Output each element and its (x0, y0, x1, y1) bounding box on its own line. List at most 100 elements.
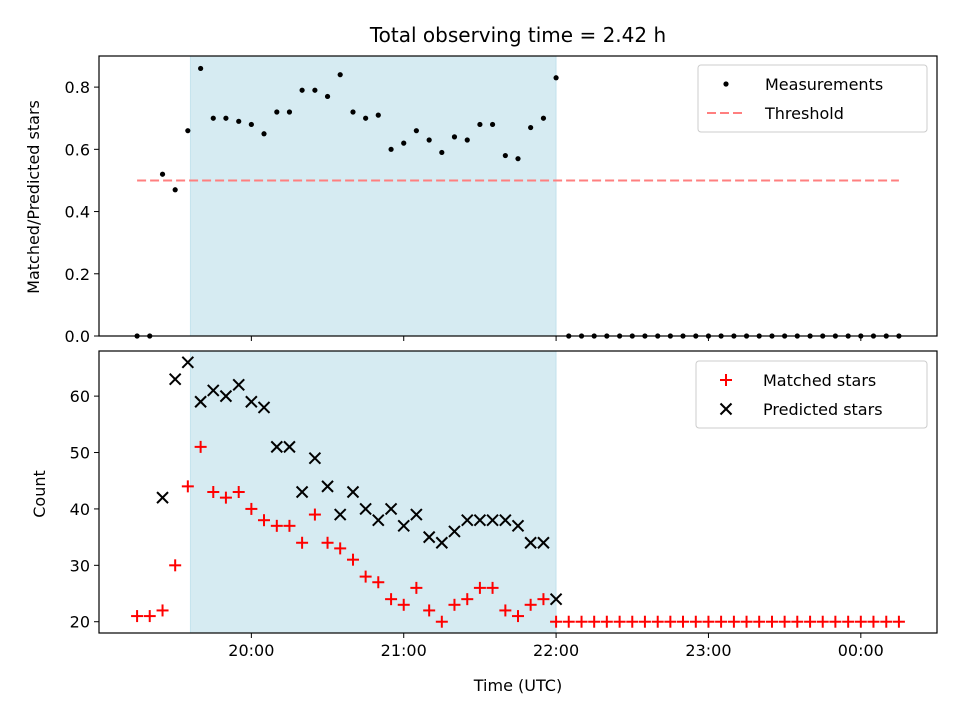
measurement-point (388, 146, 394, 152)
measurement-point (553, 75, 559, 81)
measurement-point (236, 118, 242, 124)
matched-star-point (727, 615, 740, 628)
matched-star-point (283, 519, 296, 532)
measurement-point (159, 171, 166, 177)
predicted-star-point (499, 513, 512, 527)
legend-marker-matched (720, 374, 732, 386)
matched-star-point (397, 598, 410, 611)
x-tick-label: 22:00 (533, 641, 579, 660)
measurement-point (198, 65, 204, 72)
predicted-star-point (359, 502, 372, 516)
matched-star-point (892, 615, 905, 628)
y-tick-label: 50 (70, 444, 90, 463)
predicted-star-point (333, 508, 347, 521)
matched-star-point (715, 615, 728, 628)
matched-star-point (156, 604, 169, 617)
matched-star-point (169, 559, 182, 572)
predicted-star-point (308, 451, 322, 465)
y-tick-label: 0.0 (65, 327, 90, 346)
predicted-star-point (232, 378, 245, 392)
matched-star-point (372, 576, 385, 589)
matched-star-point (512, 610, 524, 623)
legend-marker-predicted (719, 402, 733, 416)
x-tick-label: 20:00 (228, 641, 274, 660)
matched-star-point (385, 593, 398, 606)
matched-star-point (258, 514, 271, 527)
matched-star-point (143, 610, 156, 623)
predicted-star-point (486, 513, 499, 527)
matched-star-point (486, 581, 499, 594)
measurement-point (274, 109, 280, 115)
matched-star-point (740, 615, 753, 628)
bottom-highlight-span (189, 350, 557, 634)
measurement-point (363, 115, 369, 121)
predicted-star-point (397, 519, 410, 533)
matched-star-point (575, 615, 588, 628)
matched-star-point (423, 604, 436, 617)
matched-star-point (473, 581, 486, 594)
predicted-star-point (448, 525, 461, 538)
predicted-star-point (346, 485, 360, 499)
measurement-point (248, 121, 254, 128)
matched-star-point (550, 615, 563, 628)
predicted-star-point (283, 440, 296, 454)
x-tick-label: 21:00 (381, 641, 427, 660)
predicted-star-point (461, 513, 474, 527)
measurement-point (312, 87, 318, 93)
measurement-point (426, 137, 432, 143)
predicted-star-point (181, 356, 195, 369)
matched-star-point (613, 615, 626, 628)
matched-star-point (702, 615, 715, 628)
matched-star-point (867, 615, 880, 628)
matched-star-point (600, 615, 613, 628)
predicted-star-point (219, 389, 233, 403)
matched-star-point (804, 615, 817, 628)
predicted-star-point (156, 491, 169, 504)
matched-star-point (131, 610, 144, 623)
measurement-point (210, 115, 216, 121)
top-y-axis-label: Matched/Predicted stars (24, 100, 43, 294)
top-panel: 0.00.20.40.60.8 Matched/Predicted stars … (24, 55, 938, 346)
matched-star-point (537, 593, 550, 606)
legend-label-threshold: Threshold (764, 104, 844, 123)
matched-star-point (791, 615, 804, 628)
predicted-star-point (321, 480, 334, 493)
measurement-point (477, 121, 483, 128)
predicted-star-point (270, 440, 284, 454)
y-tick-label: 0.8 (65, 78, 90, 97)
predicted-star-point (422, 530, 436, 544)
matched-star-point (435, 615, 448, 628)
predicted-star-point (257, 401, 271, 414)
legend-label-measurements: Measurements (765, 75, 883, 94)
y-tick-label: 60 (70, 387, 90, 406)
matched-star-point (588, 615, 601, 628)
matched-star-point (334, 542, 347, 555)
measurement-point (502, 152, 508, 159)
matched-star-point (270, 519, 283, 532)
measurement-point (286, 109, 293, 115)
matched-star-point (219, 491, 232, 504)
predicted-star-point (194, 395, 207, 408)
matched-star-point (677, 615, 690, 628)
predicted-star-point (207, 384, 220, 397)
measurement-point (515, 156, 521, 162)
x-tick-label: 00:00 (838, 641, 884, 660)
matched-star-point (638, 615, 651, 628)
measurement-point (401, 140, 407, 146)
top-legend-box (697, 64, 928, 133)
top-legend: Measurements Threshold (697, 64, 928, 133)
matched-star-point (448, 598, 461, 611)
measurement-point (261, 131, 267, 137)
measurement-point (337, 72, 343, 78)
matched-star-point (829, 615, 842, 628)
measurement-point (540, 115, 547, 121)
y-tick-label: 40 (70, 500, 90, 519)
matched-star-point (245, 502, 258, 515)
matched-star-point (854, 615, 867, 628)
measurement-point (451, 134, 458, 140)
predicted-star-point (372, 513, 385, 527)
measurement-point (439, 149, 445, 156)
measurement-point (185, 128, 191, 134)
bottom-y-axis-label: Count (30, 470, 49, 518)
